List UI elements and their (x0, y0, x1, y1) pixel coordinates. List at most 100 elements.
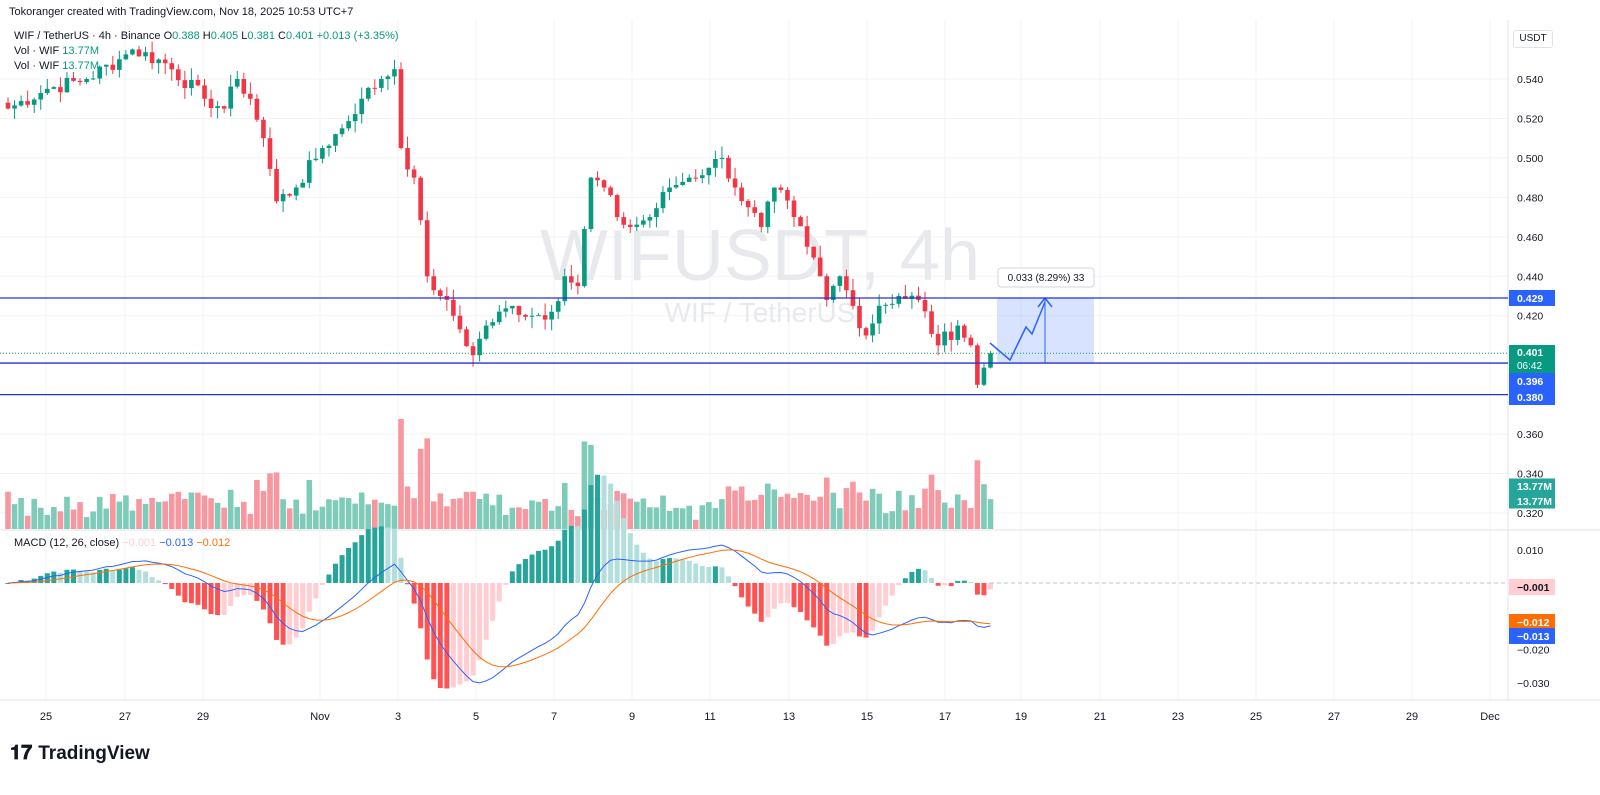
macd-histogram-bar (490, 583, 496, 621)
volume-bar (954, 494, 961, 529)
volume-bar (948, 507, 954, 529)
candle (569, 276, 574, 283)
macd-legend[interactable]: MACD (12, 26, close) −0.001 −0.013 −0.01… (14, 537, 230, 549)
volume-label-bg (1509, 478, 1555, 494)
candle (254, 98, 260, 120)
volume-bar (195, 492, 201, 529)
macd-tick: −0.020 (1517, 645, 1550, 657)
volume-bar (188, 492, 195, 529)
candles (5, 41, 993, 389)
candle (261, 119, 266, 139)
level-label-bg (1509, 289, 1555, 306)
candle (948, 331, 954, 340)
candle (267, 138, 273, 169)
candle (169, 63, 175, 70)
macd-histogram-bar (274, 583, 280, 640)
macd-histogram-bar (254, 583, 260, 601)
candle (922, 299, 928, 312)
macd-histogram-bar (863, 583, 869, 638)
macd-histogram-bar (260, 583, 266, 610)
macd-histogram-bar (693, 563, 699, 583)
candle (837, 276, 843, 286)
volume-bar (463, 491, 470, 529)
symbol-legend[interactable]: WIF / TetherUS · 4h · Binance O0.388 H0.… (14, 29, 399, 44)
candle (968, 337, 974, 346)
level-label: 0.429 (1517, 293, 1543, 305)
candle (274, 168, 279, 202)
macd-histogram-bar (935, 583, 941, 586)
candle (293, 187, 299, 196)
volume-legend-1[interactable]: Vol · WIF 13.77M (14, 44, 399, 59)
symbol-name: WIF / TetherUS · 4h · Binance (14, 30, 161, 42)
volume-legend-2[interactable]: Vol · WIF 13.77M (14, 59, 399, 74)
candle (726, 157, 731, 179)
drawings: 0.033 (8.29%) 33 (0, 267, 1508, 396)
candle (117, 59, 122, 70)
macd-histogram-bar (110, 570, 116, 583)
volume-bar (647, 507, 653, 529)
macd-histogram-bar (77, 570, 83, 583)
macd-histogram-bar (850, 583, 856, 633)
candle (333, 134, 338, 146)
candle (424, 220, 430, 277)
macd-histogram-bar (857, 583, 862, 637)
candle (981, 367, 987, 385)
macd-signal-label: −0.012 (1517, 617, 1550, 629)
candle (143, 52, 148, 57)
macd-histogram-bar (175, 583, 181, 596)
volume-bar (725, 486, 732, 529)
volume-bar (385, 504, 391, 529)
open-label: O (163, 30, 173, 42)
candle (889, 303, 895, 305)
candle (110, 64, 116, 70)
candle (523, 314, 528, 317)
volume-bar (797, 493, 804, 529)
macd-histogram-bar (824, 583, 830, 646)
volume-bar (299, 513, 306, 529)
date-label: 27 (119, 711, 131, 723)
date-label: 9 (629, 711, 635, 723)
volume-bar (745, 500, 751, 529)
currency-button[interactable]: USDT (1513, 30, 1553, 48)
volume-bar (561, 482, 568, 529)
change-value: +0.013 (+3.35%) (316, 30, 399, 42)
volume-bar (483, 493, 489, 529)
macd-histogram-bar (647, 558, 653, 583)
volume-bar (765, 483, 771, 529)
date-label: 11 (704, 711, 715, 723)
price-chart[interactable]: WIFUSDT, 4h WIF / TetherUS 0.033 (8.29%)… (0, 0, 1600, 740)
chart-legend: WIF / TetherUS · 4h · Binance O0.388 H0.… (14, 29, 399, 74)
candle (634, 224, 640, 227)
macd-histogram-bar (202, 583, 207, 610)
macd-histogram-bar (948, 583, 954, 587)
volume-bar (968, 508, 974, 529)
tradingview-logo[interactable]: 𝟏𝟕 TradingView (10, 742, 150, 765)
volume-bar (882, 513, 889, 529)
candle (149, 52, 155, 64)
price-tick: 0.320 (1517, 508, 1543, 520)
macd-histogram-bar (44, 573, 50, 583)
macd-histogram-bar (51, 571, 57, 583)
candle (208, 98, 214, 108)
candle (307, 160, 312, 183)
macd-histogram-bar (208, 583, 214, 615)
candle (405, 148, 410, 170)
macd-histogram-bar (64, 569, 70, 583)
price-tick: 0.440 (1517, 271, 1543, 283)
macd-histogram-bar (706, 566, 712, 583)
volume-bar (345, 498, 352, 529)
macd-histogram-bar (123, 568, 129, 583)
candle (451, 299, 456, 316)
macd-histogram-bar (169, 583, 175, 589)
macd-histogram-bar (942, 583, 948, 586)
volume-bar (627, 498, 634, 529)
macd-histogram-bar (149, 577, 155, 583)
macd-histogram-bar (496, 583, 502, 602)
candle (831, 285, 836, 300)
volume-bar (424, 438, 430, 529)
macd-histogram-bar (981, 583, 987, 596)
volume-bar (673, 507, 679, 529)
date-label: 17 (939, 711, 951, 723)
macd-histogram-bar (843, 583, 849, 633)
candle (975, 345, 980, 385)
